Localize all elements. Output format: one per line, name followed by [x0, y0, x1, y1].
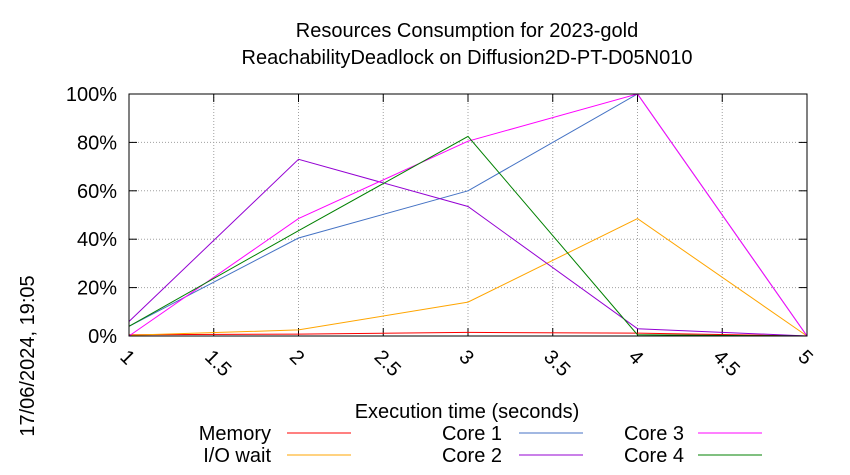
legend-label-core-1: Core 1: [442, 423, 502, 445]
x-tick-label: 1.5: [200, 346, 235, 381]
grid-lines: [128, 93, 808, 337]
series-line-memory: [128, 331, 808, 337]
series-lines: [128, 93, 808, 337]
x-tick-label: 5: [793, 346, 816, 369]
chart-subtitle: ReachabilityDeadlock on Diffusion2D-PT-D…: [242, 47, 693, 69]
chart-title: Resources Consumption for 2023-gold: [296, 20, 638, 42]
series-line-core-4: [128, 135, 808, 337]
x-tick-label: 3.5: [539, 346, 574, 381]
series-line-i-o-wait: [128, 218, 808, 337]
plot-frame: [128, 93, 808, 337]
series-line-core-2: [128, 158, 808, 337]
x-axis-label: Execution time (seconds): [355, 401, 580, 423]
y-axis-ticks: 0% 20% 40% 60% 80% 100%: [66, 84, 807, 348]
legend-label-core-3: Core 3: [624, 423, 684, 445]
timestamp-label: 17/06/2024, 19:05: [17, 275, 39, 436]
legend-label-core-2: Core 2: [442, 445, 502, 467]
legend-label-memory: Memory: [199, 423, 271, 445]
x-tick-label: 1: [115, 346, 138, 369]
legend-label-i-o-wait: I/O wait: [203, 445, 271, 467]
x-tick-label: 2.5: [370, 346, 405, 381]
y-tick-label: 0%: [88, 326, 117, 348]
y-tick-label: 40%: [77, 229, 117, 251]
x-tick-label: 3: [454, 346, 477, 369]
x-tick-label: 4.5: [709, 346, 744, 381]
y-tick-label: 20%: [77, 278, 117, 300]
series-line-core-3: [128, 93, 808, 337]
y-tick-label: 60%: [77, 181, 117, 203]
legend-label-core-4: Core 4: [624, 445, 684, 467]
x-tick-label: 2: [285, 346, 308, 369]
y-tick-label: 100%: [66, 84, 117, 106]
x-tick-label: 4: [624, 346, 647, 369]
y-tick-label: 80%: [77, 132, 117, 154]
